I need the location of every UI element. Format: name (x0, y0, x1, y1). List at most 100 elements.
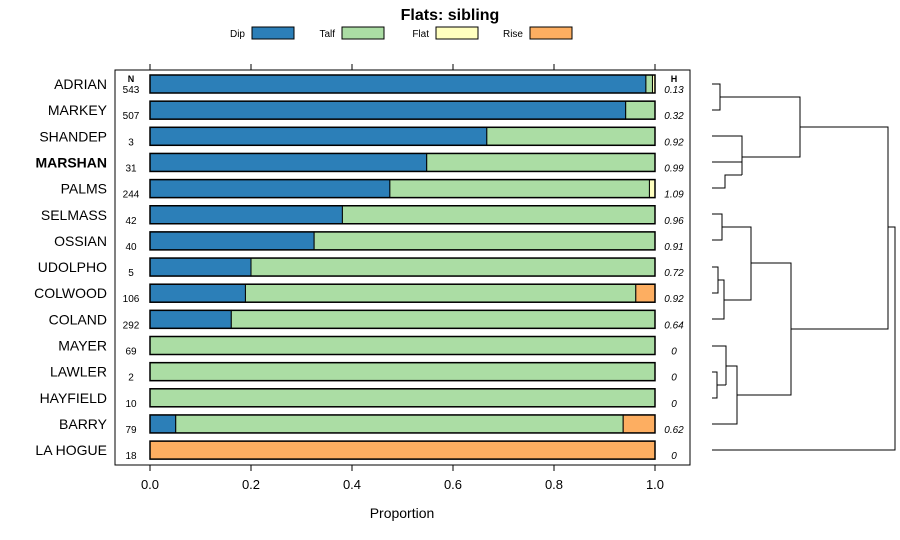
dendrogram-branch (791, 126, 889, 330)
n-value: 69 (125, 347, 137, 358)
h-value: 0.99 (664, 163, 684, 174)
bar-segment-talf (313, 231, 656, 251)
bar-outline (149, 361, 656, 382)
bar-row-palms: PALMS 244 1.09 (61, 178, 684, 201)
bar-row-lawler: LAWLER 2 0 (50, 361, 677, 384)
bar-segment-talf (625, 100, 656, 120)
bar-segment-dip (149, 283, 246, 303)
row-label: MARKEY (48, 102, 108, 118)
legend-label-dip: Dip (230, 29, 245, 40)
bar-row-adrian: ADRIAN 543 0.13 (54, 74, 684, 96)
h-value: 0.92 (664, 137, 684, 148)
legend-label-talf: Talf (319, 29, 335, 40)
x-tick-label: 0.4 (343, 477, 361, 492)
h-value: 0.92 (664, 294, 684, 305)
bar-outline (149, 283, 656, 303)
x-tick-label: 0.6 (444, 477, 462, 492)
row-label: LA HOGUE (35, 442, 107, 458)
n-value: 42 (125, 216, 137, 227)
bar-row-shandep: SHANDEP 3 0.92 (39, 126, 684, 148)
n-value: 40 (125, 242, 137, 253)
x-tick-label: 0.0 (141, 477, 159, 492)
x-tick-label: 0.8 (545, 477, 563, 492)
bar-row-ossian: OSSIAN 40 0.91 (54, 231, 684, 253)
bar-row-udolpho: UDOLPHO 5 0.72 (38, 257, 684, 279)
n-column-header: N (128, 74, 135, 84)
row-label: UDOLPHO (38, 259, 107, 275)
bar-segment-talf (426, 152, 656, 172)
bar-segment-dip (149, 100, 627, 120)
bar-segment-talf (230, 309, 656, 329)
dendrogram-branch (712, 174, 742, 189)
bar-segment-dip (149, 309, 232, 329)
legend-swatch-talf (341, 26, 385, 40)
row-label: SHANDEP (39, 128, 107, 144)
n-value: 543 (123, 85, 140, 96)
bar-segment-talf (244, 283, 637, 303)
h-value: 0 (671, 451, 677, 462)
bar-segment-talf (149, 336, 656, 355)
x-tick-label: 0.2 (242, 477, 260, 492)
row-label: ADRIAN (54, 76, 107, 92)
bar-row-mayer: MAYER 69 0 (58, 335, 677, 358)
bar-segment-dip (149, 179, 391, 199)
dendrogram-branch (712, 266, 719, 294)
bar-segment-talf (149, 362, 656, 382)
bar-segment-talf (645, 74, 653, 94)
bar-row-la-hogue: LA HOGUE 18 0 (35, 440, 677, 462)
bar-segment-dip (149, 126, 488, 146)
n-value: 18 (125, 451, 137, 462)
h-value: 0 (671, 347, 677, 358)
bar-outline (149, 414, 656, 434)
row-label: BARRY (59, 416, 108, 432)
bar-outline (149, 100, 656, 120)
bar-outline (149, 309, 656, 330)
bar-segment-dip (149, 205, 343, 225)
h-value: 0 (671, 373, 677, 384)
n-value: 3 (128, 137, 134, 148)
row-label: HAYFIELD (40, 390, 107, 406)
dendrogram-branch (712, 345, 727, 385)
bar-outline (149, 335, 656, 356)
row-label: COLAND (49, 311, 107, 327)
bar-segment-dip (149, 74, 647, 94)
n-value: 5 (128, 268, 134, 279)
n-value: 244 (123, 190, 140, 201)
row-label: OSSIAN (54, 233, 107, 249)
bar-segment-dip (149, 231, 315, 251)
legend-swatch-rise (529, 26, 573, 40)
bar-segment-talf (175, 414, 624, 434)
dendrogram-branch (737, 262, 792, 396)
h-value: 0.13 (664, 85, 684, 96)
h-value: 0.91 (664, 242, 683, 253)
bar-row-coland: COLAND 292 0.64 (49, 309, 684, 331)
bar-row-colwood: COLWOOD 106 0.92 (34, 283, 684, 305)
plot-frame (114, 69, 691, 466)
bar-outline (149, 231, 656, 251)
row-label: MARSHAN (35, 154, 107, 170)
dendrogram-branch (722, 226, 752, 301)
n-value: 31 (125, 163, 137, 174)
n-value: 79 (125, 425, 137, 436)
n-value: 2 (128, 373, 134, 384)
dendrogram-branch (712, 371, 718, 399)
dendrogram-branch (712, 213, 723, 241)
h-value: 0.32 (664, 111, 684, 122)
n-value: 292 (123, 320, 140, 331)
legend-label-rise: Rise (503, 29, 523, 40)
row-label: PALMS (61, 181, 107, 197)
row-label: SELMASS (41, 207, 107, 223)
bar-outline (149, 74, 656, 94)
h-value: 0.64 (664, 320, 684, 331)
legend: Dip Talf Flat Rise (230, 26, 573, 40)
bar-row-marshan: MARSHAN 31 0.99 (35, 152, 684, 174)
h-value: 0.72 (664, 268, 684, 279)
bar-segment-rise (635, 283, 656, 303)
h-value: 0.62 (664, 425, 684, 436)
dendrogram-branch (712, 226, 896, 451)
bar-row-hayfield: HAYFIELD 10 0 (40, 388, 677, 410)
bar-rows: ADRIAN 543 0.13 MARKEY 507 0.32 SHANDEP 3 0.92 MA… (34, 74, 684, 462)
bar-segment-talf (149, 388, 656, 408)
bar-segment-flat (648, 179, 656, 199)
